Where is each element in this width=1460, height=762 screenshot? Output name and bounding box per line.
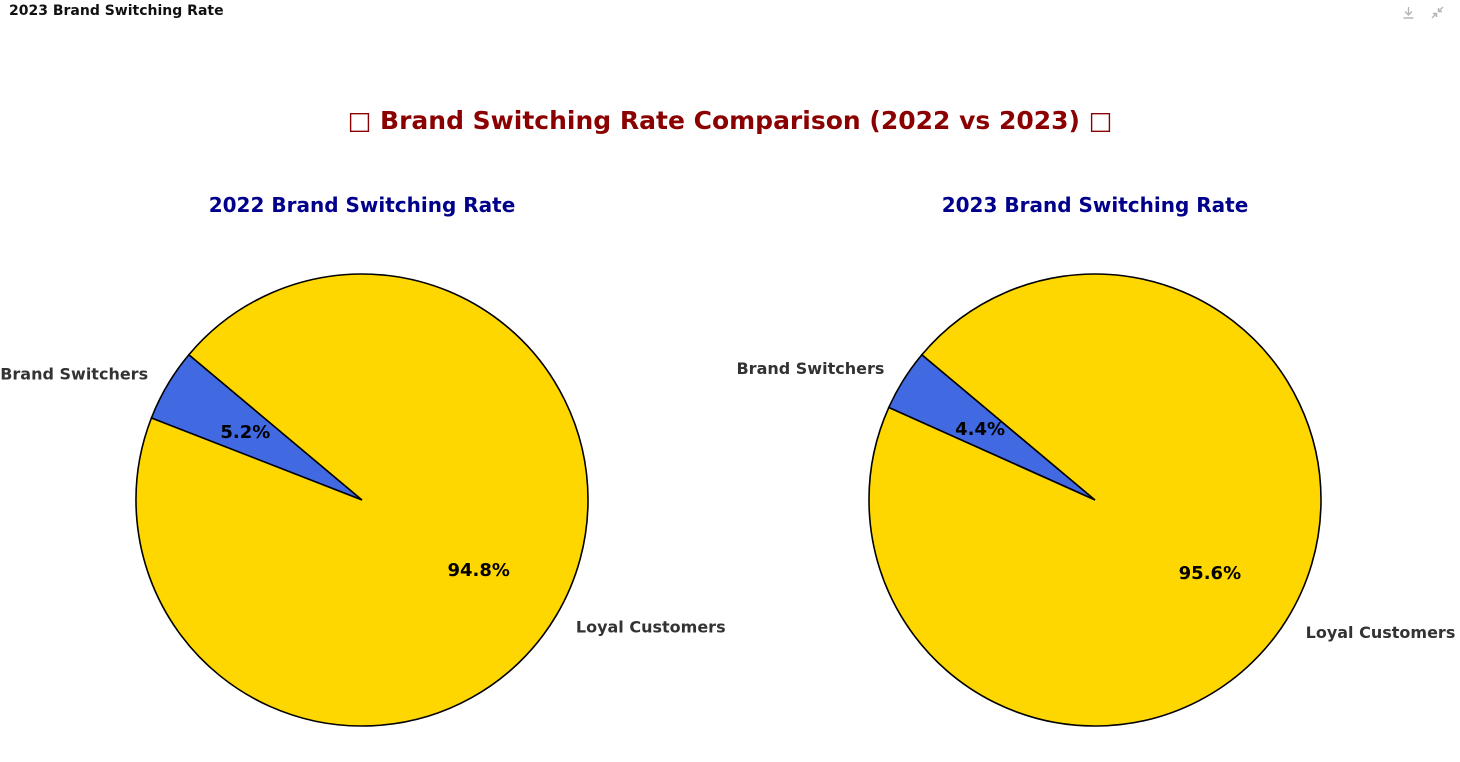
pie-slice-loyal-customers: [868, 273, 1322, 727]
pie-title: 2023 Brand Switching Rate: [942, 193, 1249, 217]
figure-title: □ Brand Switching Rate Comparison (2022 …: [348, 106, 1113, 135]
slice-label-loyal-customers: Loyal Customers: [1306, 623, 1456, 642]
slice-percent-brand-switchers: 5.2%: [220, 422, 270, 443]
slice-label-brand-switchers: Brand Switchers: [0, 364, 148, 383]
window-toolbar: [1400, 4, 1446, 21]
pie-slice-loyal-customers: [135, 273, 589, 727]
window-title: 2023 Brand Switching Rate: [9, 3, 224, 19]
slice-label-brand-switchers: Brand Switchers: [736, 359, 884, 378]
pie-charts: 2022 Brand Switching Rate Brand Switchers…: [0, 193, 1456, 727]
slice-label-loyal-customers: Loyal Customers: [576, 618, 726, 637]
pie-title: 2022 Brand Switching Rate: [209, 193, 516, 217]
pie-chart-2: 2023 Brand Switching Rate Brand Switchers…: [736, 193, 1456, 727]
slice-percent-loyal-customers: 95.6%: [1179, 563, 1241, 584]
slice-percent-brand-switchers: 4.4%: [955, 419, 1005, 440]
download-icon[interactable]: [1400, 4, 1417, 21]
slice-percent-loyal-customers: 94.8%: [447, 560, 509, 581]
pie-chart-1: 2022 Brand Switching Rate Brand Switchers…: [0, 193, 726, 727]
collapse-icon[interactable]: [1429, 4, 1446, 21]
